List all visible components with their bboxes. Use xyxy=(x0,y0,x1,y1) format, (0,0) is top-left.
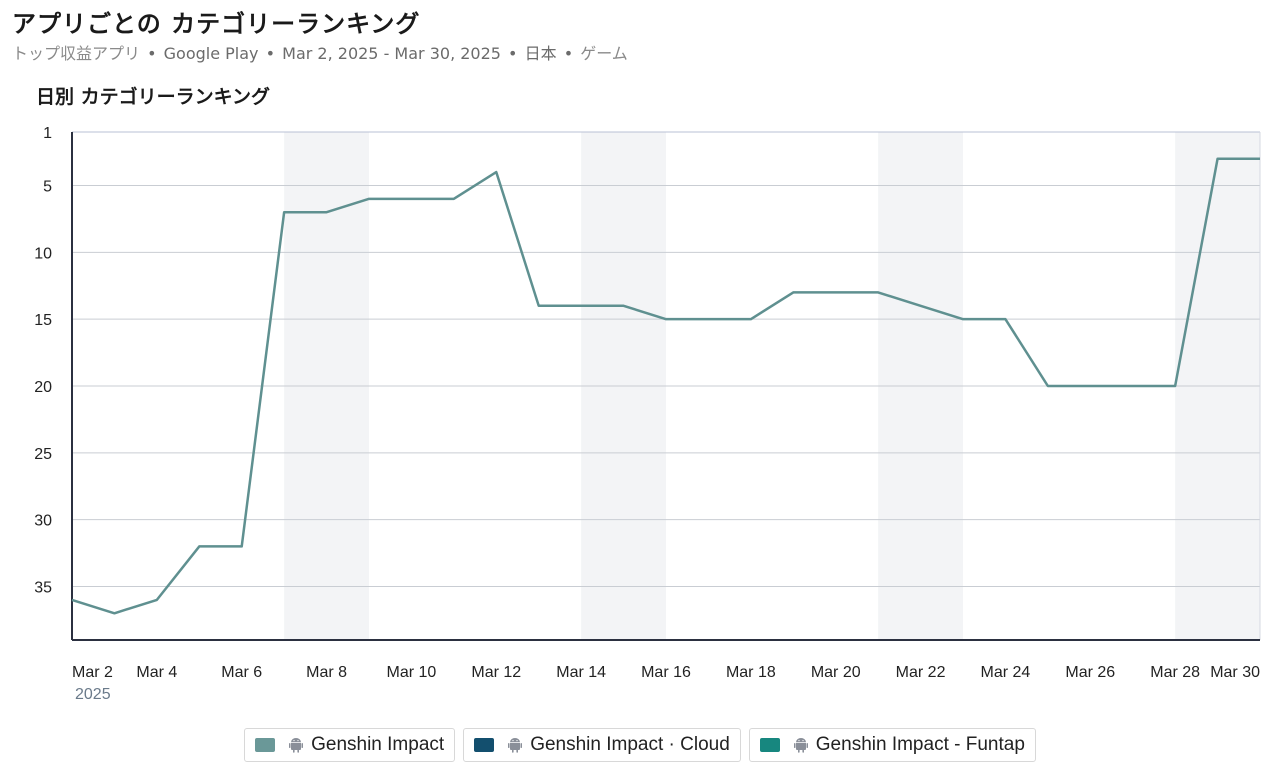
android-icon xyxy=(793,738,808,753)
series-line xyxy=(71,157,1260,615)
android-icon xyxy=(508,738,523,753)
legend-label: Genshin Impact xyxy=(311,734,445,755)
legend-item[interactable]: Genshin Impact - Funtap xyxy=(748,728,1036,762)
subtitle-separator: • xyxy=(265,44,276,63)
subtitle-country: 日本 xyxy=(524,44,557,63)
subtitle-separator: • xyxy=(508,44,518,63)
x-tick-label: Mar 6 xyxy=(221,664,262,681)
subtitle-metric: トップ収益アプリ xyxy=(12,44,141,63)
legend-item[interactable]: Genshin Impact · Cloud xyxy=(463,728,741,762)
x-tick-label: Mar 18 xyxy=(726,664,776,681)
x-tick-label: Mar 2 xyxy=(72,664,113,681)
y-tick-label: 15 xyxy=(34,312,52,329)
x-tick-label: Mar 28 xyxy=(1150,664,1200,681)
x-tick-label: Mar 4 xyxy=(136,664,177,681)
page-title: アプリごとの カテゴリーランキング xyxy=(12,10,421,38)
legend-swatch xyxy=(474,738,495,752)
series-lines xyxy=(71,157,1260,615)
legend-swatch xyxy=(759,738,780,752)
x-tick-label: Mar 20 xyxy=(811,664,861,681)
y-tick-label: 5 xyxy=(43,178,52,195)
x-tick-label: Mar 16 xyxy=(641,664,691,681)
y-tick-label: 35 xyxy=(34,580,52,597)
x-year-label: 2025 xyxy=(75,686,111,703)
chart-title: 日別 カテゴリーランキング xyxy=(36,86,271,108)
x-tick-label: Mar 24 xyxy=(981,664,1031,681)
y-tick-label: 20 xyxy=(34,379,52,396)
x-tick-label: Mar 26 xyxy=(1065,664,1115,681)
subtitle-separator: • xyxy=(147,44,157,63)
page-subtitle: トップ収益アプリ • Google Play • Mar 2, 2025 - M… xyxy=(12,40,628,64)
subtitle-separator: • xyxy=(563,44,574,63)
legend-label: Genshin Impact - Funtap xyxy=(815,734,1025,755)
x-tick-label: Mar 14 xyxy=(556,664,606,681)
legend-label: Genshin Impact · Cloud xyxy=(530,734,730,755)
x-tick-label: Mar 8 xyxy=(306,664,347,681)
axes xyxy=(71,131,1261,641)
x-tick-label: Mar 22 xyxy=(896,664,946,681)
subtitle-category: ゲーム xyxy=(580,44,628,63)
subtitle-date-range: Mar 2, 2025 - Mar 30, 2025 xyxy=(282,44,501,63)
y-tick-label: 30 xyxy=(34,513,52,530)
x-tick-label: Mar 12 xyxy=(471,664,521,681)
legend-swatch xyxy=(255,738,276,752)
android-icon xyxy=(289,738,304,753)
legend: Genshin Impact Genshin Impact · Cloud Gens… xyxy=(0,728,1280,762)
subtitle-store: Google Play xyxy=(163,44,259,63)
legend-item[interactable]: Genshin Impact xyxy=(244,728,456,762)
x-tick-label: Mar 10 xyxy=(387,664,437,681)
y-tick-label: 25 xyxy=(34,446,52,463)
y-tick-label: 1 xyxy=(43,125,52,142)
x-tick-label: Mar 30 xyxy=(1210,664,1260,681)
x-axis-ticks: Mar 2 Mar 4 Mar 6 Mar 8 Mar 10 Mar 12 Mar 14 Ma… xyxy=(72,664,1260,703)
y-tick-label: 10 xyxy=(34,245,52,262)
